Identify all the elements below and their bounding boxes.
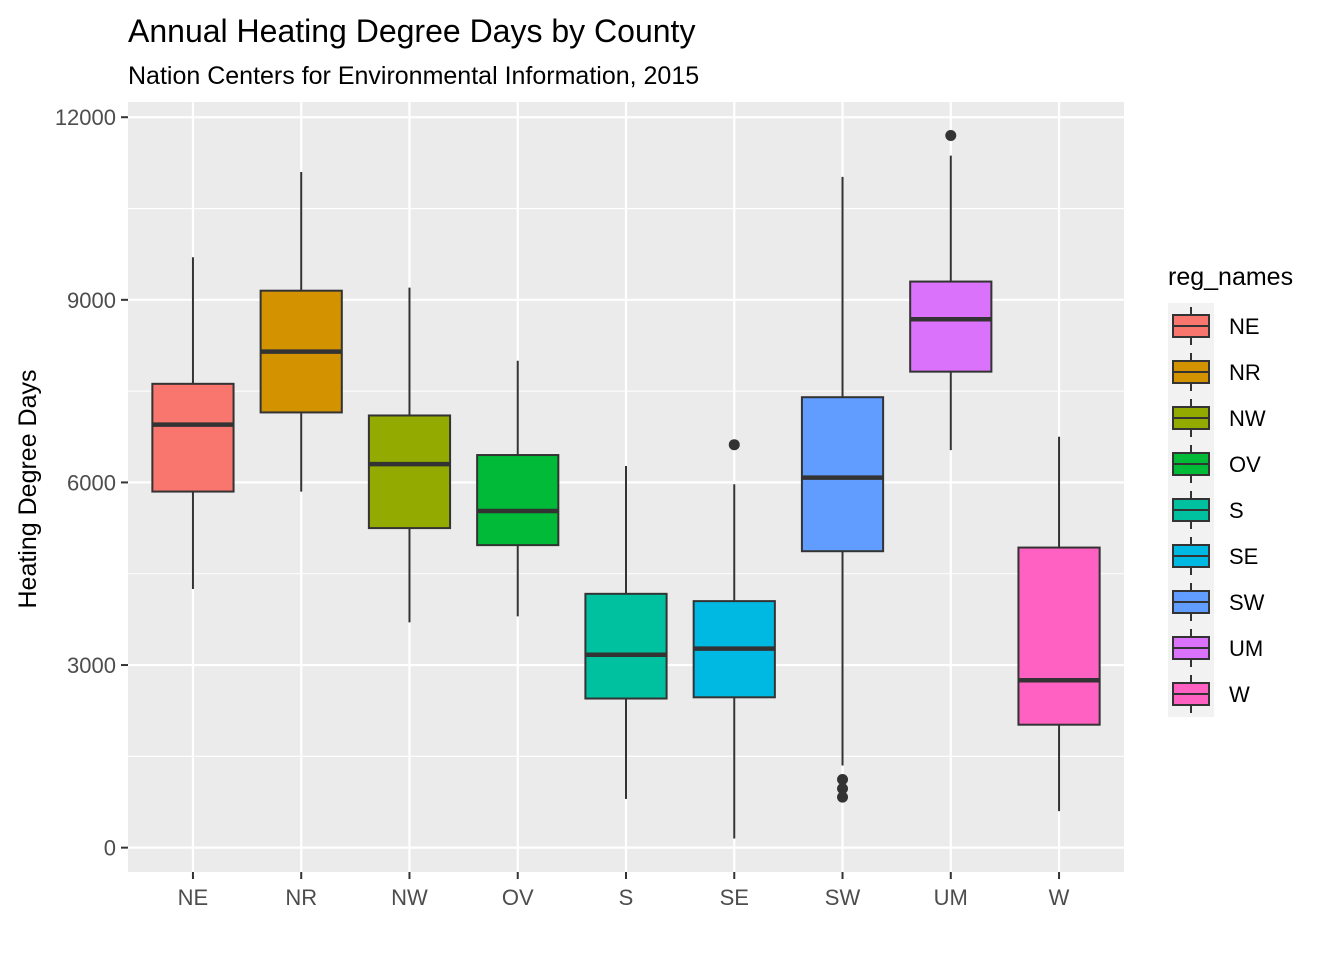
legend-item-nw: NW bbox=[1172, 399, 1266, 437]
outlier-point bbox=[837, 791, 849, 803]
box-body bbox=[909, 280, 993, 373]
legend-title: reg_names bbox=[1168, 263, 1293, 291]
legend-item-um: UM bbox=[1172, 629, 1263, 667]
y-tick-label: 9000 bbox=[67, 288, 116, 313]
box-body bbox=[367, 414, 452, 530]
outlier-point bbox=[728, 439, 740, 451]
legend-item-sw: SW bbox=[1172, 583, 1265, 621]
box-sw bbox=[800, 176, 885, 803]
outlier-point bbox=[837, 783, 849, 795]
x-tick-label: SE bbox=[720, 885, 749, 910]
y-tick-label: 12000 bbox=[55, 105, 116, 130]
legend-label: OV bbox=[1229, 452, 1261, 477]
chart-title: Annual Heating Degree Days by County bbox=[128, 13, 695, 49]
legend-label: W bbox=[1229, 682, 1250, 707]
y-axis: 0 3000 6000 9000 12000 bbox=[55, 105, 128, 861]
legend: reg_names NE NR NW OV S SE SW UM W bbox=[1168, 263, 1293, 717]
x-tick-label: UM bbox=[934, 885, 968, 910]
x-tick-label: NW bbox=[391, 885, 428, 910]
box-um bbox=[909, 129, 993, 451]
y-axis-title: Heating Degree Days bbox=[14, 369, 42, 608]
x-tick-label: SW bbox=[825, 885, 861, 910]
y-tick-label: 0 bbox=[104, 836, 116, 861]
x-tick-label: S bbox=[619, 885, 634, 910]
y-tick-label: 3000 bbox=[67, 653, 116, 678]
box-body bbox=[151, 382, 235, 493]
box-body bbox=[800, 396, 885, 553]
legend-item-nr: NR bbox=[1172, 353, 1261, 391]
legend-item-se: SE bbox=[1172, 537, 1258, 575]
legend-item-s: S bbox=[1172, 491, 1244, 529]
x-tick-label: W bbox=[1049, 885, 1070, 910]
x-tick-label: NE bbox=[178, 885, 209, 910]
box-body bbox=[1017, 546, 1101, 726]
x-tick-label: OV bbox=[502, 885, 534, 910]
y-tick-label: 6000 bbox=[67, 470, 116, 495]
outlier-point bbox=[945, 129, 957, 141]
box-nw bbox=[367, 287, 452, 623]
x-axis: NE NR NW OV S SE SW UM W bbox=[178, 872, 1070, 910]
legend-label: SE bbox=[1229, 544, 1258, 569]
x-tick-label: NR bbox=[285, 885, 317, 910]
chart-subtitle: Nation Centers for Environmental Informa… bbox=[128, 62, 699, 90]
legend-item-w: W bbox=[1172, 675, 1250, 713]
legend-label: SW bbox=[1229, 590, 1265, 615]
legend-item-ov: OV bbox=[1172, 445, 1261, 483]
box-ov bbox=[476, 360, 560, 617]
outlier-point bbox=[837, 773, 849, 785]
legend-label: UM bbox=[1229, 636, 1263, 661]
box-w bbox=[1017, 436, 1101, 812]
box-ne bbox=[151, 257, 235, 589]
box-nr bbox=[259, 172, 343, 492]
legend-item-ne: NE bbox=[1172, 307, 1260, 345]
legend-label: NW bbox=[1229, 406, 1266, 431]
boxes bbox=[151, 129, 1101, 839]
legend-label: NE bbox=[1229, 314, 1260, 339]
box-s bbox=[584, 466, 668, 799]
legend-label: S bbox=[1229, 498, 1244, 523]
box-body bbox=[584, 592, 668, 700]
box-body bbox=[476, 454, 560, 547]
legend-label: NR bbox=[1229, 360, 1261, 385]
box-se bbox=[692, 439, 776, 839]
